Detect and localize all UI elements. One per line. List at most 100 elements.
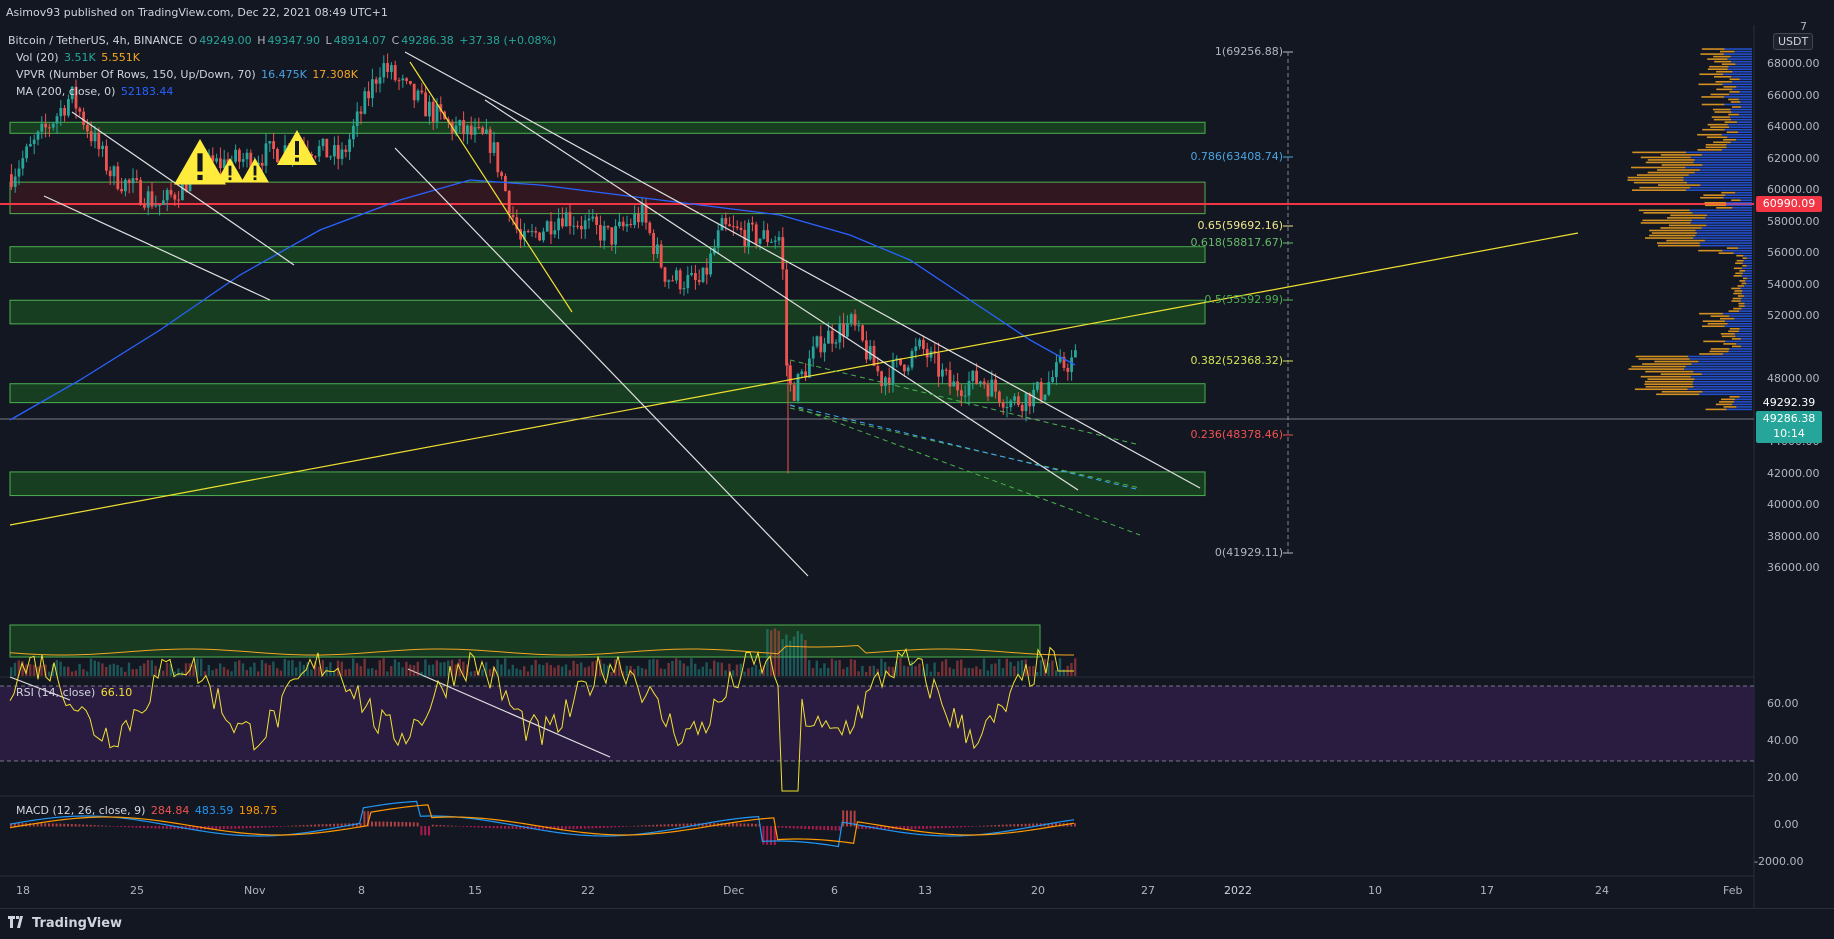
outer-descending-line [484, 99, 1079, 491]
macd-bar [196, 826, 199, 830]
vpvr-legend[interactable]: VPVR (Number Of Rows, 150, Up/Down, 70) … [16, 68, 359, 81]
macd-bar [918, 826, 921, 829]
ma-legend[interactable]: MA (200, close, 0) 52183.44 [16, 85, 174, 98]
volume-legend[interactable]: Vol (20) 3.51K 5.551K [16, 51, 140, 64]
candle-body [561, 218, 564, 227]
candle-body [108, 170, 112, 177]
vpvr-down-row [1707, 123, 1728, 126]
candle-body [629, 224, 633, 226]
vpvr-down-row [1649, 229, 1696, 232]
last-price-tag: 49292.39 [1756, 395, 1822, 411]
candle-body [595, 216, 598, 225]
macd-bar [580, 826, 582, 829]
candle-body [975, 370, 978, 384]
vpvr-down-row [1647, 378, 1695, 380]
vpvr-down-row [1731, 300, 1741, 302]
candle-body [120, 188, 123, 192]
volume-bar [1020, 660, 1024, 676]
volume-bar [367, 668, 370, 676]
volume-bar [485, 662, 488, 676]
macd-bar [971, 826, 974, 827]
macd-bar [576, 826, 579, 829]
macd-legend[interactable]: MACD (12, 26, close, 9) 284.84 483.59 19… [16, 804, 278, 817]
macd-bar [215, 826, 218, 830]
macd-bar [409, 822, 411, 827]
candle-body [621, 221, 625, 227]
volume-bar [241, 663, 245, 676]
vpvr-up-row [1736, 138, 1752, 141]
macd-bar [112, 826, 115, 827]
volume-bar [545, 662, 549, 676]
candle-body [352, 125, 355, 140]
macd-bar [925, 826, 928, 829]
candle-body [690, 273, 693, 276]
candle-body [112, 166, 116, 177]
volume-bar [405, 661, 408, 676]
volume-bar [416, 661, 419, 676]
candle-body [701, 267, 705, 282]
vpvr-up-row [1690, 375, 1752, 378]
vpvr-down-row [1666, 239, 1705, 242]
vpvr-up-row [1734, 398, 1752, 401]
macd-bar [340, 823, 343, 827]
vpvr-down-row [1640, 375, 1691, 378]
macd-bar [929, 826, 932, 829]
candle-body [659, 244, 663, 268]
price-zone [9, 121, 1206, 134]
volume-bar [967, 667, 970, 676]
tradingview-logo[interactable]: TradingView [8, 916, 122, 931]
currency-selector[interactable]: USDT [1773, 33, 1814, 50]
fib-level-label: 0.5(55592.99) [1204, 293, 1283, 306]
vpvr-down-row [1699, 73, 1724, 76]
macd-bar [796, 826, 799, 829]
candle-body [865, 340, 868, 360]
volume-bar [450, 659, 454, 676]
vpvr-up-row [1740, 338, 1752, 340]
volume-bar [606, 665, 609, 676]
vpvr-down-row [1705, 144, 1727, 146]
candle-body [994, 379, 997, 392]
candle-body [857, 325, 861, 327]
early-lower-line [43, 195, 271, 301]
rsi-legend[interactable]: RSI (14, close) 66.10 [16, 686, 133, 699]
macd-bar [667, 824, 670, 827]
macd-bar [804, 826, 807, 829]
symbol-legend[interactable]: Bitcoin / TetherUS, 4h, BINANCE O 49249.0… [8, 34, 557, 47]
vpvr-down-row [1643, 212, 1693, 214]
macd-bar [884, 826, 886, 830]
volume-bar [162, 670, 165, 676]
volume-bar [716, 662, 720, 676]
warning-icon-mark [228, 165, 232, 176]
bottom-bar: TradingView [0, 908, 1834, 939]
vpvr-up-row [1726, 204, 1752, 207]
candle-body [549, 221, 553, 235]
macd-bar [507, 826, 510, 829]
candle-body [1009, 400, 1013, 408]
candle-body [819, 336, 823, 353]
vpvr-up-row [1699, 393, 1752, 396]
vpvr-up-row [1745, 280, 1752, 282]
vpvr-down-row [1645, 385, 1694, 388]
candle-body [766, 230, 769, 243]
vpvr-up-row [1730, 55, 1752, 58]
macd-bar [747, 823, 750, 827]
volume-bar [637, 665, 640, 676]
volume-bar [572, 660, 575, 676]
rsi-early-line [9, 676, 71, 701]
volume-bar [998, 659, 1001, 676]
time-axis-label: Dec [723, 884, 745, 897]
macd-bar [329, 823, 332, 827]
vpvr-up-row [1746, 257, 1752, 260]
candle-body [17, 168, 21, 177]
vpvr-up-row [1736, 343, 1752, 345]
volume-bar [1062, 669, 1065, 676]
macd-bar [378, 821, 381, 827]
macd-bar [150, 826, 153, 829]
vpvr-down-row [1709, 65, 1729, 68]
macd-bar [295, 825, 297, 827]
candle-body [1043, 394, 1047, 401]
candle-body [941, 369, 944, 377]
candle-body [789, 365, 792, 385]
